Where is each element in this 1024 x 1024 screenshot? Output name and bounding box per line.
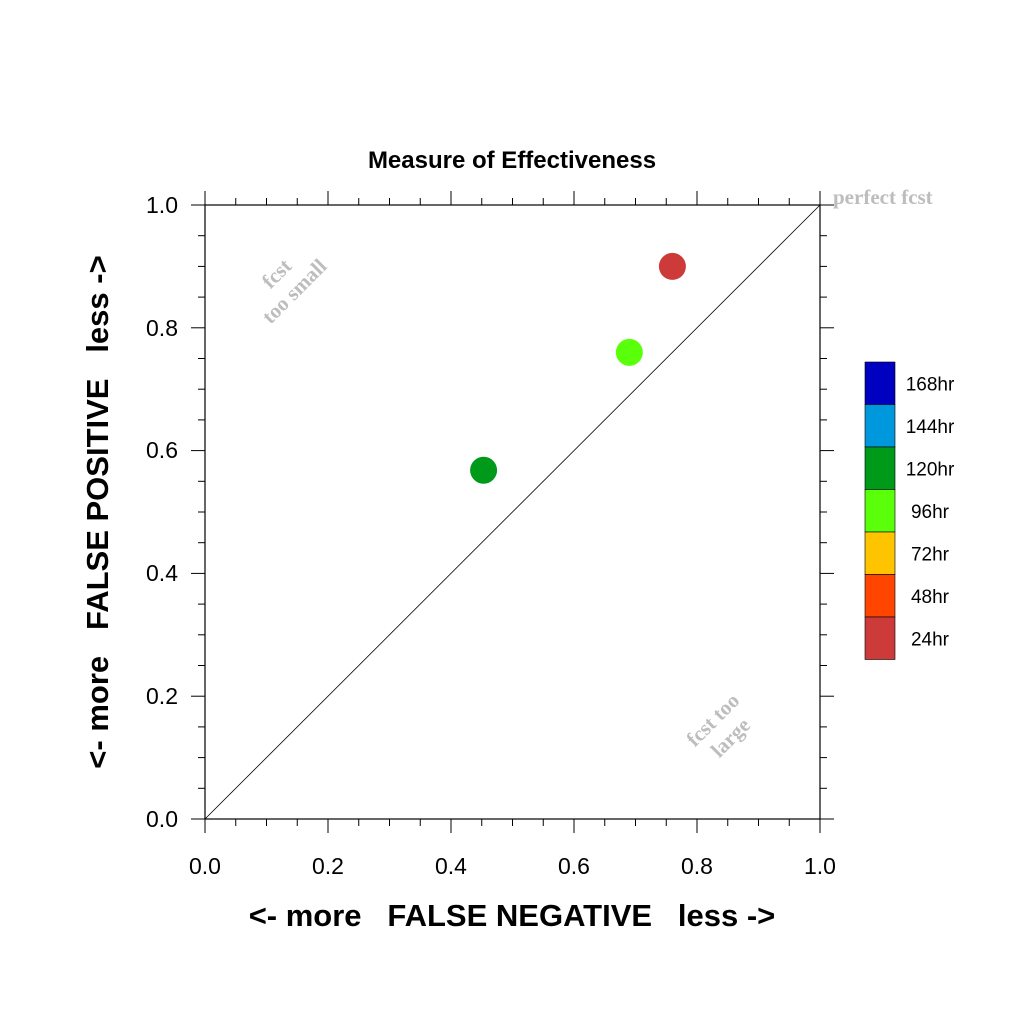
y-tick-label: 0.6 [146,437,178,463]
y-tick-label: 1.0 [146,192,178,218]
perfect-forecast-annotation: perfect fcst [833,185,933,209]
x-tick-label: 0.8 [681,853,713,879]
legend-label: 24hr [911,629,950,650]
chart-title: Measure of Effectiveness [368,147,656,174]
x-tick-label: 0.2 [312,853,344,879]
y-tick-labels: 0.0 0.2 0.4 0.6 0.8 1.0 [146,192,178,832]
x-axis-label: <- more FALSE NEGATIVE less -> [249,898,776,933]
legend-label: 96hr [911,502,950,523]
x-tick-label: 0.4 [435,853,467,879]
x-tick-labels: 0.0 0.2 0.4 0.6 0.8 1.0 [189,853,836,879]
legend-label: 120hr [906,459,955,480]
x-tick-label: 0.6 [558,853,590,879]
too-small-annotation: fcst too small [257,254,332,328]
too-large-annotation: fcst too large [681,688,755,762]
legend-swatch [864,361,896,405]
data-point [658,252,686,280]
legend-swatch [864,574,896,618]
y-tick-label: 0.2 [146,683,178,709]
data-points [470,252,686,484]
legend-label: 48hr [911,587,950,608]
data-point [615,338,643,366]
legend-label: 72hr [911,544,950,565]
y-tick-label: 0.0 [146,806,178,832]
legend-label: 168hr [906,374,955,395]
legend: 168hr 144hr 120hr 96hr 72hr 48hr 24hr [864,361,955,660]
legend-swatch [864,404,896,448]
legend-swatch [864,616,896,660]
y-tick-label: 0.4 [146,560,178,586]
tick-marks [191,191,834,833]
legend-label: 144hr [906,417,955,438]
diagonal-line [204,204,821,820]
y-tick-label: 0.8 [146,315,178,341]
x-tick-label: 1.0 [804,853,836,879]
legend-swatch [864,531,896,575]
data-point [470,456,498,484]
x-tick-label: 0.0 [189,853,221,879]
legend-swatch [864,446,896,490]
legend-swatch [864,489,896,533]
y-axis-label: <- more FALSE POSITIVE less -> [80,255,115,768]
